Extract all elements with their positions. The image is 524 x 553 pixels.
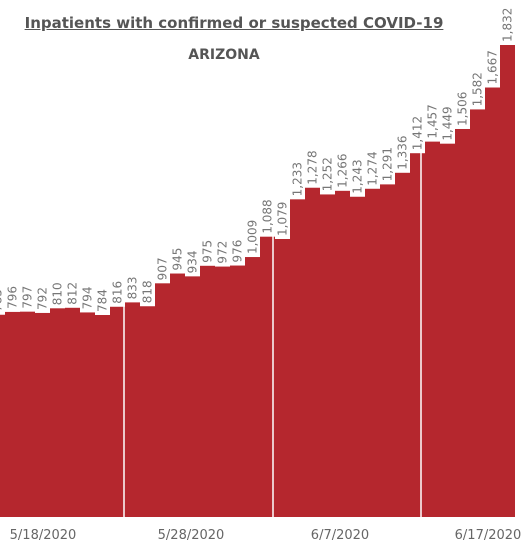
value-label-21: 1,233 — [291, 162, 305, 196]
value-label-24: 1,266 — [336, 153, 350, 187]
bar-12 — [155, 283, 170, 517]
bar-34 — [485, 87, 500, 517]
value-label-29: 1,412 — [411, 116, 425, 150]
bar-23 — [320, 194, 335, 517]
bar-35 — [500, 45, 515, 517]
bar-2 — [5, 311, 20, 517]
bar-15 — [200, 265, 215, 517]
value-label-27: 1,291 — [381, 147, 395, 181]
bar-19 — [260, 236, 275, 517]
bar-13 — [170, 273, 185, 517]
bar-17 — [230, 265, 245, 517]
bar-33 — [470, 109, 485, 518]
value-label-28: 1,336 — [396, 135, 410, 169]
value-label-34: 1,667 — [486, 50, 500, 84]
value-label-3: 797 — [21, 286, 35, 309]
value-label-23: 1,252 — [321, 157, 335, 191]
bar-6 — [65, 307, 80, 517]
bar-10 — [125, 302, 140, 517]
value-label-9: 816 — [111, 281, 125, 304]
x-tick-label-3: 6/7/2020 — [311, 528, 369, 543]
value-label-14: 934 — [186, 250, 200, 273]
bar-29 — [410, 153, 425, 518]
bar-5 — [50, 308, 65, 517]
value-label-19: 1,088 — [261, 199, 275, 233]
value-label-2: 796 — [6, 286, 20, 309]
value-label-18: 1,009 — [246, 220, 260, 254]
value-label-22: 1,278 — [306, 150, 320, 184]
bar-28 — [395, 172, 410, 517]
value-label-16: 972 — [216, 241, 230, 264]
value-label-7: 794 — [81, 287, 95, 310]
value-label-31: 1,449 — [441, 106, 455, 140]
value-label-33: 1,582 — [471, 72, 485, 106]
bar-21 — [290, 199, 305, 517]
value-label-10: 833 — [126, 276, 140, 299]
chart-subtitle: ARIZONA — [188, 47, 260, 63]
bar-7 — [80, 312, 95, 517]
bar-24 — [335, 190, 350, 518]
value-label-13: 945 — [171, 248, 185, 271]
bar-25 — [350, 196, 365, 517]
value-label-20: 1,079 — [276, 202, 290, 236]
value-label-26: 1,274 — [366, 151, 380, 185]
bar-30 — [425, 141, 440, 517]
bar-3 — [20, 311, 35, 517]
value-label-25: 1,243 — [351, 159, 365, 193]
bar-32 — [455, 128, 470, 517]
value-label-12: 907 — [156, 257, 170, 280]
bar-11 — [140, 306, 155, 517]
bar-4 — [35, 312, 50, 517]
bar-31 — [440, 143, 455, 517]
value-label-15: 975 — [201, 240, 215, 263]
value-label-17: 976 — [231, 240, 245, 263]
value-label-4: 792 — [36, 287, 50, 310]
separator-lines — [123, 100, 422, 517]
value-label-8: 784 — [96, 289, 110, 312]
bar-16 — [215, 266, 230, 517]
value-label-11: 818 — [141, 280, 155, 303]
value-label-5: 810 — [51, 282, 65, 305]
chart-title: Inpatients with confirmed or suspected C… — [24, 14, 444, 32]
value-label-6: 812 — [66, 282, 80, 305]
value-label-1: 785 — [0, 289, 5, 312]
value-label-30: 1,457 — [426, 104, 440, 138]
bars-layer — [0, 45, 515, 518]
bar-18 — [245, 257, 260, 517]
x-axis-ticks: 5/18/2020 5/28/2020 6/7/2020 6/17/2020 — [10, 528, 522, 543]
x-tick-label-2: 5/28/2020 — [158, 528, 225, 543]
bar-9 — [110, 306, 125, 517]
bar-22 — [305, 187, 320, 517]
value-label-32: 1,506 — [456, 92, 470, 126]
bar-14 — [185, 276, 200, 517]
bar-8 — [95, 315, 110, 517]
value-label-35: 1,832 — [501, 8, 515, 42]
x-tick-label-4: 6/17/2020 — [455, 528, 522, 543]
bar-20 — [275, 239, 290, 517]
x-tick-label-1: 5/18/2020 — [10, 528, 77, 543]
bar-1 — [0, 314, 5, 517]
bar-26 — [365, 188, 380, 517]
bar-27 — [380, 184, 395, 517]
